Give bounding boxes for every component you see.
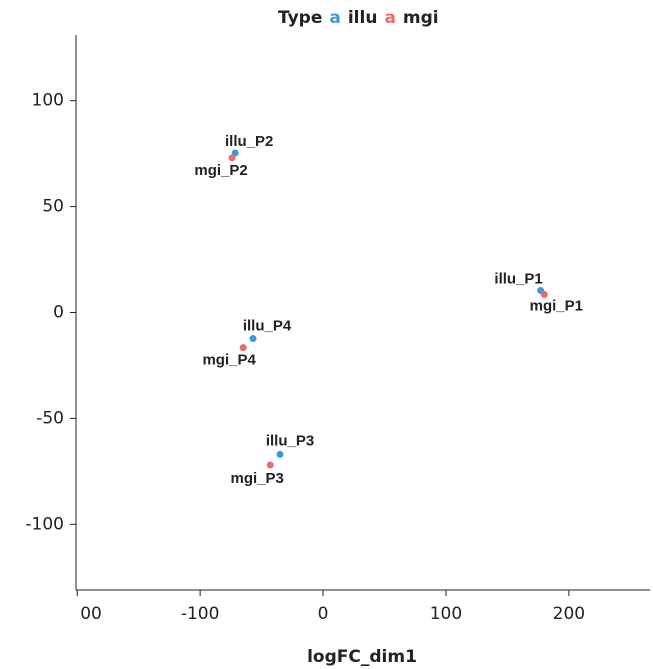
legend-label: mgi (403, 8, 439, 28)
point-label: mgi_P3 (231, 470, 284, 487)
y-tick-label: -100 (25, 514, 64, 534)
point (249, 335, 257, 343)
point-label: illu_P2 (225, 133, 273, 150)
y-tick-label: 50 (42, 197, 64, 217)
x-tick-label: 100 (430, 604, 462, 624)
point-label: illu_P3 (266, 432, 314, 449)
x-axis-label: logFC_dim1 (307, 647, 417, 667)
point (228, 154, 236, 162)
x-tick-label: 0 (318, 604, 329, 624)
point-label: mgi_P4 (202, 352, 256, 369)
x-tick-label: -100 (181, 604, 220, 624)
point (540, 290, 548, 298)
legend-symbol: a (329, 8, 340, 28)
point-label: illu_P4 (243, 318, 292, 335)
legend-label: illu (348, 8, 378, 28)
point (276, 450, 284, 458)
y-tick-label: 0 (53, 303, 64, 323)
point (266, 461, 274, 469)
point-label: illu_P1 (494, 270, 542, 287)
y-tick-label: -50 (36, 408, 64, 428)
chart-title: Type a illu a mgi (278, 8, 439, 28)
point (239, 344, 247, 352)
x-tick-label: 00 (80, 604, 102, 624)
legend-symbol: a (384, 8, 395, 28)
y-tick-label: 100 (32, 91, 64, 111)
point-label: mgi_P1 (530, 297, 583, 314)
point-label: mgi_P2 (194, 162, 247, 179)
title-text: Type (278, 8, 322, 28)
x-tick-label: 200 (553, 604, 585, 624)
